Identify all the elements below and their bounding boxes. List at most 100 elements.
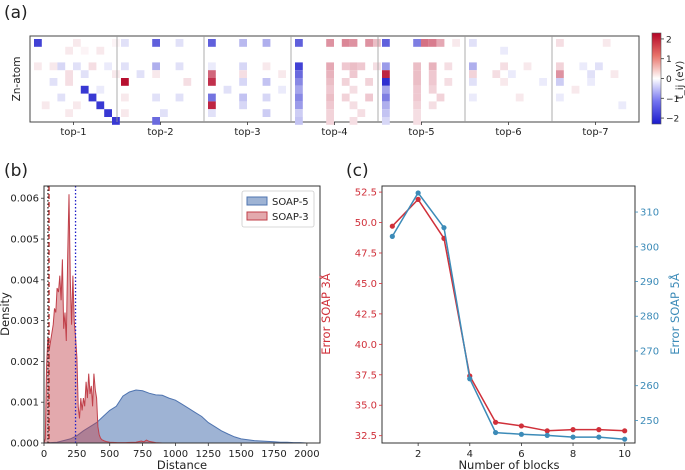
- heatmap-cell: [104, 109, 112, 117]
- heatmap-cell: [326, 117, 334, 125]
- heatmap-cell: [556, 39, 564, 47]
- heatmap-ylabel: Zn-atom: [11, 57, 23, 102]
- data-point-soap3: [596, 427, 602, 433]
- y-tick-label: 0.005: [10, 235, 39, 246]
- heatmap-cell: [175, 62, 184, 71]
- heatmap-cell: [239, 62, 247, 71]
- heatmap-cell: [508, 70, 516, 78]
- heatmap-cell: [436, 39, 445, 47]
- heatmap-cell: [357, 109, 366, 117]
- heatmap-cell: [413, 70, 421, 78]
- heatmap-cell: [579, 62, 588, 71]
- c-xticks: 2 4 6 8 10: [415, 443, 631, 460]
- legend-swatch-soap3: [246, 211, 268, 221]
- panel-b-label: (b): [4, 161, 28, 181]
- heatmap-cell: [382, 101, 390, 110]
- legend-label-soap5: SOAP-5: [272, 197, 309, 208]
- heatmap-cell: [152, 70, 160, 78]
- heatmap-cell: [65, 78, 73, 86]
- group-label: top-5: [408, 127, 434, 138]
- heatmap-cell: [341, 62, 350, 71]
- heatmap-cell: [382, 62, 390, 71]
- panel-c-label: (c): [346, 161, 369, 181]
- heatmap-cell: [428, 62, 437, 71]
- heatmap-cell: [57, 93, 66, 102]
- heatmap-cell: [262, 109, 271, 117]
- heatmap-cell: [349, 101, 358, 110]
- heatmap-cell: [382, 93, 390, 102]
- heatmap-cell: [104, 62, 112, 71]
- data-point-soap3: [415, 196, 421, 202]
- heatmap-cell: [96, 85, 105, 94]
- heatmap-cell: [175, 93, 184, 102]
- b-yticks: 0.000 0.001 0.002 0.003 0.004 0.005 0.006: [10, 194, 44, 450]
- heatmap-cell: [112, 117, 120, 125]
- heatmap-cell: [262, 39, 271, 47]
- heatmap-cell: [610, 70, 619, 78]
- y-tick-label-right: 270: [640, 346, 659, 357]
- heatmap-cell: [326, 93, 334, 102]
- heatmap-cell: [208, 101, 216, 110]
- c-frame: [381, 185, 636, 444]
- colorbar-tick-label: 0: [666, 75, 672, 85]
- c-lines: [389, 190, 628, 442]
- heatmap-cell: [413, 109, 421, 117]
- y-tick-label-left: 52.5: [355, 188, 377, 199]
- heatmap-cell: [341, 93, 350, 102]
- heatmap-cell: [469, 70, 477, 78]
- y-tick-label: 0.001: [10, 398, 39, 409]
- colorbar-label: t_ij (eV): [675, 61, 685, 100]
- y-tick-label: 0.006: [10, 194, 39, 205]
- c-ylabel-left: Error SOAP 3Å: [318, 273, 333, 355]
- heatmap-cell: [96, 46, 105, 55]
- x-tick-label: 6: [518, 449, 524, 460]
- heatmap-cell: [413, 93, 421, 102]
- heatmap-cell: [295, 62, 303, 71]
- heatmap-cell: [326, 78, 334, 86]
- y-tick-label-right: 280: [640, 312, 659, 323]
- heatmap-cell: [295, 93, 303, 102]
- heatmap-cell: [88, 93, 97, 102]
- heatmap-cell: [96, 101, 105, 110]
- heatmap-cell: [469, 39, 477, 47]
- heatmap-cell: [413, 39, 421, 47]
- data-point-soap5: [467, 376, 473, 382]
- b-frame: [43, 185, 321, 444]
- heatmap-cell: [208, 62, 216, 71]
- heatmap-cell: [208, 70, 216, 78]
- heatmap-cell: [239, 101, 247, 110]
- heatmap-cell: [295, 101, 303, 110]
- heatmap-cell: [80, 85, 89, 94]
- c-ylabel-right: Error SOAP 5Å: [667, 273, 682, 355]
- heatmap-cell: [469, 78, 477, 86]
- colorbar: [651, 32, 662, 125]
- heatmap-cell: [413, 117, 421, 125]
- heatmap-cell: [208, 93, 216, 102]
- heatmap-cell: [382, 39, 390, 47]
- heatmap-cell: [500, 78, 508, 86]
- heatmap-cell: [80, 70, 89, 78]
- heatmap-cell: [469, 93, 477, 102]
- heatmap-cell: [428, 78, 437, 86]
- heatmap-cell: [500, 46, 508, 55]
- legend-label-soap3: SOAP-3: [272, 212, 309, 223]
- heatmap-cell: [492, 70, 501, 78]
- heatmap-cell: [382, 70, 390, 78]
- x-tick-label: 250: [67, 449, 86, 460]
- data-point-soap5: [544, 432, 550, 438]
- y-tick-label: 0.000: [10, 439, 39, 450]
- heatmap-cell: [208, 109, 216, 117]
- heatmap-cell: [121, 62, 129, 71]
- y-tick-label-right: 290: [640, 277, 659, 288]
- heatmap-cell: [421, 39, 429, 47]
- heatmap-cell: [556, 62, 564, 71]
- x-tick-label: 1250: [196, 449, 221, 460]
- heatmap-cell: [152, 62, 160, 71]
- heatmap-cell: [278, 85, 286, 94]
- group-label: top-7: [582, 127, 608, 138]
- panel-a: (a) top-1 top-2 top-3 top-4 top-5 top-6 top-7 …: [4, 3, 685, 138]
- heatmap-cell: [428, 70, 437, 78]
- y-tick-label: 0.004: [10, 275, 39, 286]
- colorbar-ticks: 2 1 0 −1 −2: [661, 35, 679, 125]
